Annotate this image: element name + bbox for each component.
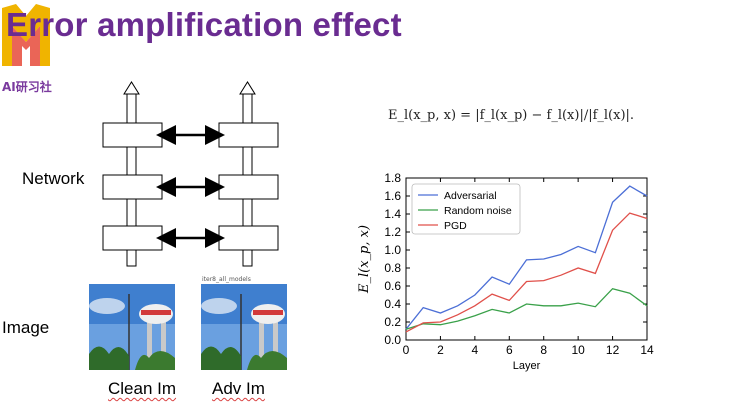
x-tick-label: 6 [506,343,513,357]
x-axis-label: Layer [513,360,541,372]
right-layer-box-3 [218,225,279,251]
network-label: Network [22,169,85,188]
left-layer-box-3 [102,225,163,251]
x-tick-label: 0 [403,343,410,357]
adversarial-image [201,284,287,370]
series-line-1 [405,287,648,330]
x-tick-label: 2 [437,343,444,357]
series-line-0 [405,185,648,330]
right-layer-box-1 [218,122,279,148]
right-layer-box-2 [218,174,279,200]
x-tick-label: 8 [540,343,547,357]
y-tick-label: 0.2 [384,315,401,329]
image-label: Image [2,318,50,337]
left-layer-box-2 [102,174,163,200]
y-tick-label: 1.0 [384,243,401,257]
x-tick-label: 4 [472,343,479,357]
adv-image-tiny-label: iter8_all_models [202,276,251,283]
y-axis-label: E_l(x_p, x) [357,225,372,294]
y-tick-label: 0.4 [384,297,401,311]
legend-entry: Adversarial [444,190,497,202]
y-tick-label: 1.4 [384,207,401,221]
clean-image [89,284,175,370]
brand-label: AI研习社 [2,80,52,94]
y-tick-label: 1.6 [384,189,401,203]
legend-box [411,183,521,235]
series-line-2 [405,212,648,333]
y-tick-label: 1.2 [384,225,401,239]
clean-image-caption: Clean Im [108,379,177,398]
legend-entry: Random noise [444,205,512,217]
left-layer-box-1 [102,122,163,148]
y-tick-label: 1.8 [384,171,401,185]
adv-image-caption: Adv Im [212,379,265,398]
y-tick-label: 0.0 [384,333,401,347]
legend-entry: PGD [444,220,467,232]
y-tick-label: 0.6 [384,279,401,293]
y-tick-label: 0.8 [384,261,401,275]
x-tick-label: 10 [571,343,585,357]
slide-title: Error amplification effect [6,6,402,43]
error-chart: 0.0 0.2 0.4 0.6 0.8 1.0 1.2 1.4 1.6 1.8 0 2 4 6 8 10 12 1… [357,171,654,372]
x-tick-label: 14 [640,343,654,357]
x-tick-label: 12 [606,343,620,357]
ai-yanxishe-logo [2,4,50,66]
network-diagram [102,81,279,267]
error-formula: E_l(x_p, x) = |f_l(x_p) − f_l(x)|/|f_l(x… [388,108,635,123]
